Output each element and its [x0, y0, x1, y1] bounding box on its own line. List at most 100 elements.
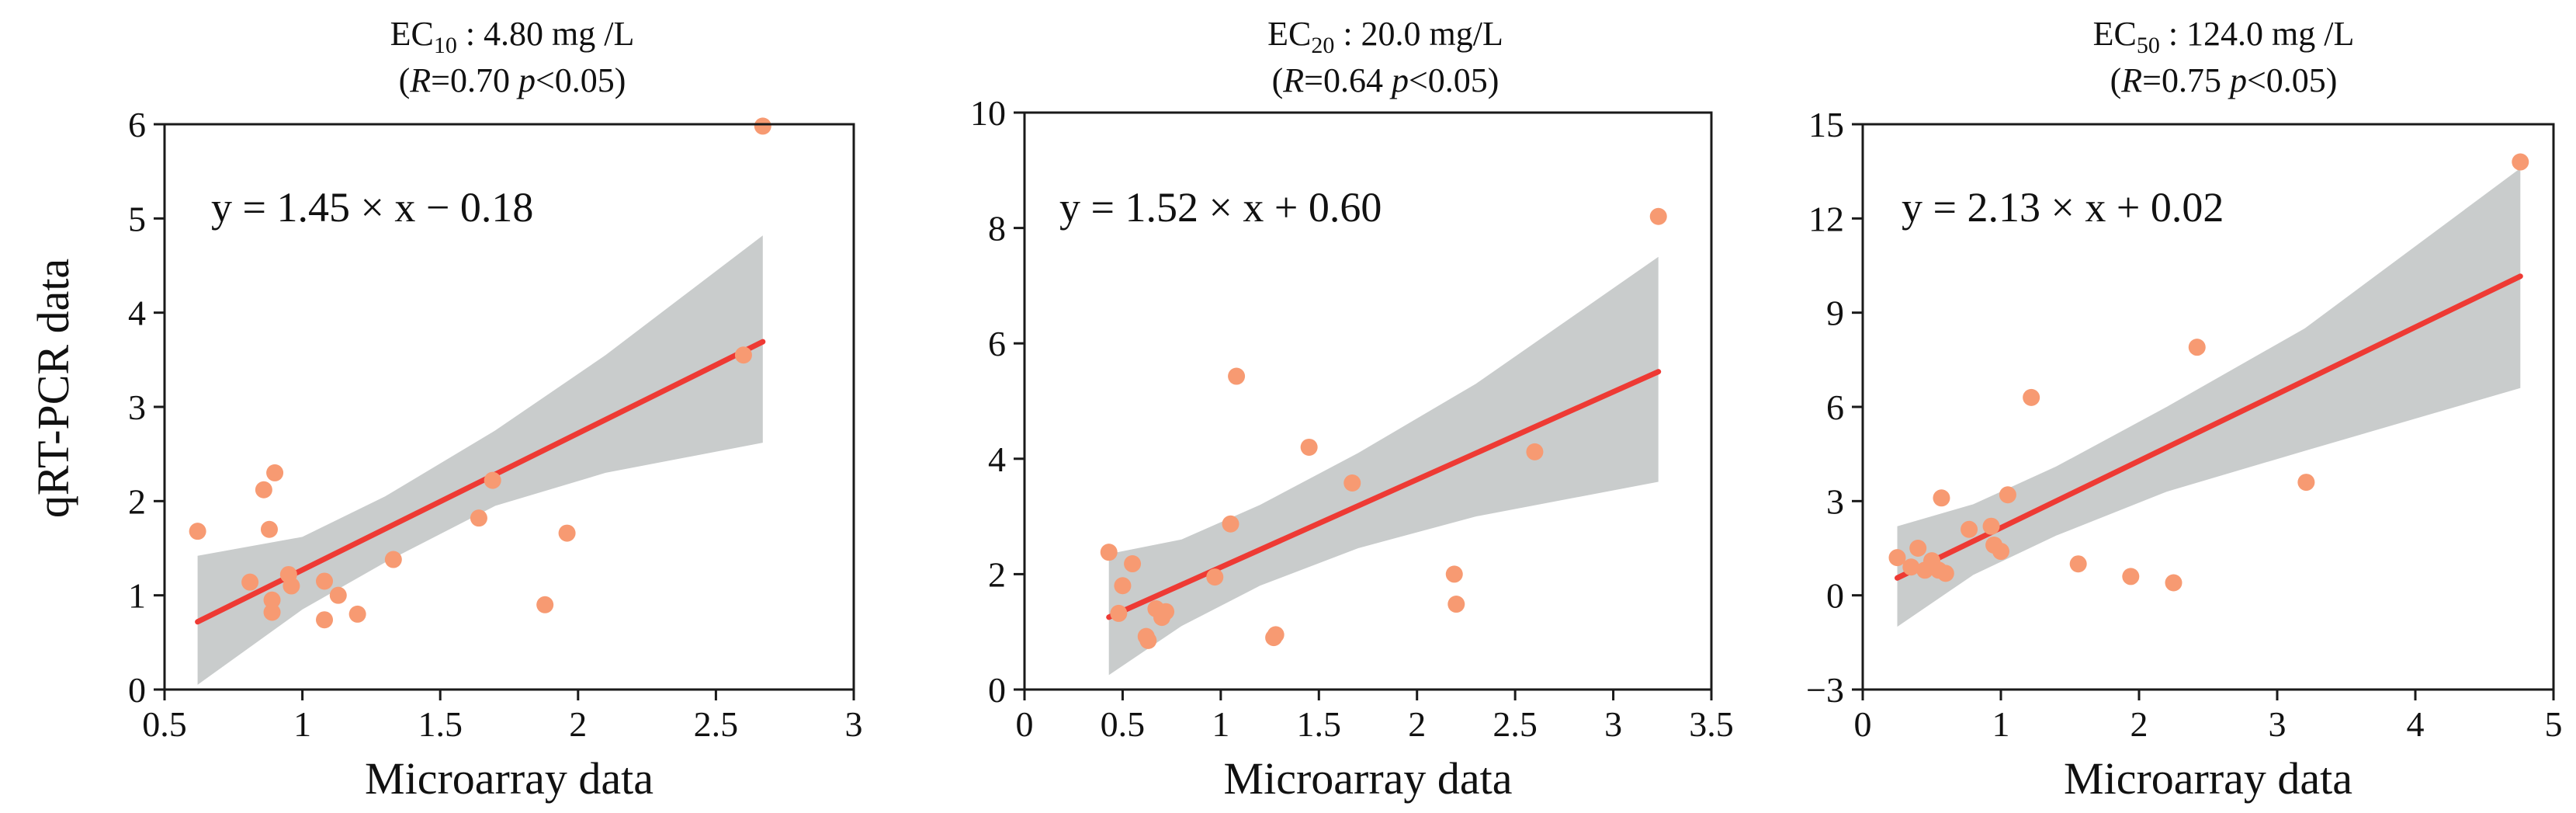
- data-point: [1888, 549, 1906, 567]
- data-point: [1982, 517, 2000, 535]
- data-point: [754, 117, 771, 135]
- chart-title-line1: EC20 : 20.0 mg/L: [1267, 15, 1503, 58]
- data-point: [484, 471, 501, 489]
- x-tick-label: 2: [2130, 704, 2148, 744]
- data-point: [329, 586, 347, 604]
- y-tick-label: 4: [128, 294, 146, 333]
- y-tick-label: 0: [128, 670, 146, 710]
- chart-title-line1: EC50 : 124.0 mg /L: [2093, 15, 2355, 58]
- x-tick-label: 2.5: [1493, 704, 1538, 744]
- confidence-band: [1897, 168, 2521, 627]
- y-tick-label: 3: [128, 387, 146, 427]
- chart-title-line2: (R=0.70 p<0.05): [399, 61, 626, 99]
- data-point: [283, 577, 300, 595]
- data-point: [241, 573, 259, 591]
- chart-title-line1: EC10 : 4.80 mg /L: [390, 15, 635, 58]
- x-tick-label: 3: [2269, 704, 2287, 744]
- data-point: [1961, 520, 1978, 538]
- data-point: [384, 551, 402, 568]
- data-point: [255, 481, 272, 499]
- regression-line: [1106, 369, 1662, 620]
- data-point: [2069, 555, 2087, 573]
- confidence-band: [197, 235, 763, 685]
- data-point: [1445, 565, 1463, 583]
- data-point: [1933, 489, 1950, 507]
- data-point: [1114, 577, 1132, 595]
- data-point: [1909, 540, 1927, 557]
- data-point: [1100, 544, 1118, 561]
- x-tick-label: 3.5: [1689, 704, 1734, 744]
- data-point: [2122, 568, 2140, 585]
- y-tick-label: 6: [128, 105, 146, 144]
- y-tick-label: 5: [128, 199, 146, 238]
- y-tick-label: 8: [988, 209, 1006, 248]
- data-point: [2297, 474, 2315, 492]
- data-point: [260, 520, 278, 538]
- x-tick-label: 0: [1854, 704, 1872, 744]
- data-point: [1992, 543, 2009, 561]
- y-tick-label: 10: [970, 93, 1006, 133]
- data-point: [2188, 339, 2206, 356]
- y-tick-label: 2: [988, 554, 1006, 594]
- data-point: [316, 611, 334, 629]
- data-point: [1300, 438, 1318, 456]
- y-tick-label: 6: [1826, 387, 1844, 427]
- data-point: [558, 524, 576, 542]
- x-axis-label: Microarray data: [2064, 753, 2352, 804]
- data-point: [2512, 153, 2529, 171]
- regression-equation: y = 1.52 × x + 0.60: [1059, 184, 1382, 231]
- x-tick-label: 1: [1212, 704, 1229, 744]
- x-tick-label: 2: [1408, 704, 1426, 744]
- data-point: [266, 464, 284, 481]
- y-tick-label: 12: [1808, 199, 1844, 238]
- x-axis-label: Microarray data: [1224, 753, 1513, 804]
- data-point: [2023, 388, 2040, 406]
- y-axis-label: qRT-PCR data: [28, 259, 78, 518]
- y-tick-label: −3: [1806, 670, 1844, 710]
- confidence-band: [1108, 256, 1659, 676]
- data-point: [1157, 603, 1175, 620]
- regression-equation: y = 2.13 × x + 0.02: [1902, 184, 2224, 231]
- x-tick-label: 0: [1016, 704, 1034, 744]
- panel-ec10: 0.5 1 1.5 2 2.5 3 0 1 2 3 4 5 6 Microarray data EC10 :…: [128, 15, 863, 804]
- data-point: [536, 596, 554, 613]
- data-point: [189, 523, 206, 540]
- x-tick-label: 1.5: [418, 704, 463, 744]
- panel-ec20: 0 0.5 1 1.5 2 2.5 3 3.5 0 2 4 6 8 10 Microarray data EC…: [970, 15, 1734, 804]
- y-tick-label: 4: [988, 440, 1006, 479]
- x-tick-label: 2: [569, 704, 587, 744]
- data-point: [470, 509, 487, 527]
- data-point: [1999, 486, 2016, 504]
- plot-frame: [1023, 111, 1713, 691]
- y-tick-label: 0: [988, 670, 1006, 710]
- data-point: [316, 572, 334, 590]
- data-point: [734, 346, 752, 364]
- y-tick-label: 2: [128, 481, 146, 521]
- data-point: [1343, 474, 1361, 492]
- data-point: [1110, 604, 1128, 622]
- data-point: [1526, 443, 1544, 460]
- data-point: [1206, 568, 1224, 586]
- y-tick-label: 15: [1808, 105, 1844, 144]
- x-tick-label: 4: [2407, 704, 2425, 744]
- data-point: [1649, 207, 1667, 225]
- x-tick-label: 5: [2545, 704, 2563, 744]
- data-point: [1228, 367, 1246, 385]
- regression-equation: y = 1.45 × x − 0.18: [211, 184, 533, 231]
- x-tick-label: 1.5: [1297, 704, 1342, 744]
- chart-title-line2: (R=0.75 p<0.05): [2110, 61, 2338, 99]
- data-point: [1267, 626, 1285, 644]
- data-point: [348, 605, 366, 623]
- x-tick-label: 2.5: [694, 704, 739, 744]
- data-point: [263, 603, 281, 621]
- x-tick-label: 1: [1992, 704, 2010, 744]
- y-tick-label: 9: [1826, 294, 1844, 333]
- y-tick-label: 1: [128, 576, 146, 616]
- y-tick-label: 3: [1826, 481, 1844, 521]
- x-tick-label: 0.5: [142, 704, 187, 744]
- data-point: [1222, 515, 1239, 533]
- regression-line: [1895, 273, 2523, 581]
- x-tick-label: 3: [1604, 704, 1622, 744]
- data-point: [2165, 574, 2182, 592]
